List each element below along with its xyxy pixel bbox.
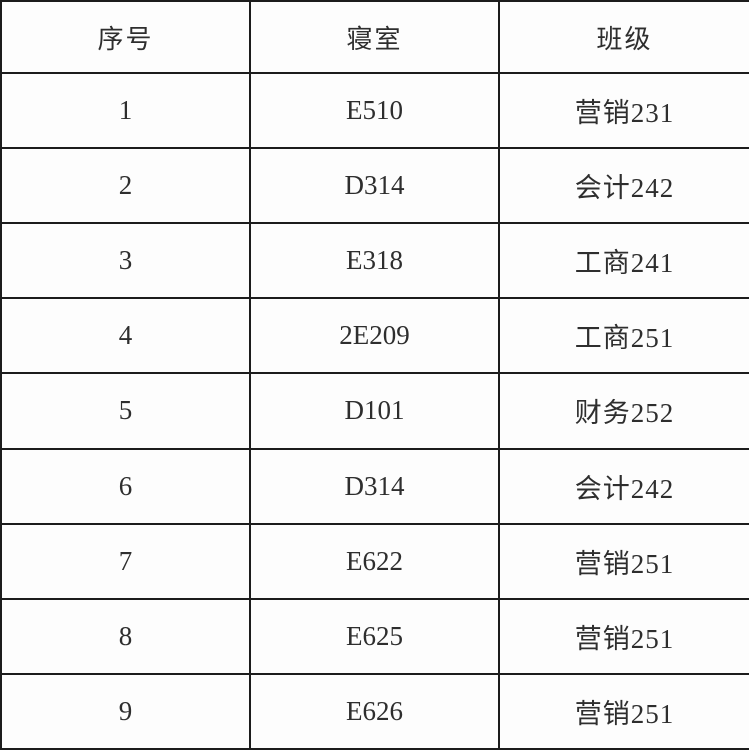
cell-class: 财务252	[498, 372, 749, 450]
table-row: 9 E626 营销251	[0, 672, 749, 750]
header-cell-class: 班级	[498, 0, 749, 74]
cell-dorm: D314	[249, 147, 500, 225]
table-row: 5 D101 财务252	[0, 372, 749, 450]
cell-dorm: E510	[249, 71, 500, 150]
cell-class: 工商251	[498, 297, 749, 375]
cell-class: 营销251	[498, 597, 749, 675]
cell-dorm: E625	[249, 597, 500, 675]
cell-dorm: E622	[249, 522, 500, 600]
cell-index: 6	[0, 447, 251, 525]
header-cell-index: 序号	[0, 0, 251, 74]
table-row: 1 E510 营销231	[0, 71, 749, 150]
cell-index: 7	[0, 522, 251, 600]
cell-index: 4	[0, 297, 251, 375]
cell-index: 8	[0, 597, 251, 675]
cell-class: 营销231	[498, 71, 749, 150]
cell-index: 5	[0, 372, 251, 450]
cell-class: 会计242	[498, 447, 749, 525]
header-row: 序号 寝室 班级	[0, 0, 749, 74]
cell-dorm: D101	[249, 372, 500, 450]
cell-dorm: D314	[249, 447, 500, 525]
table-row: 8 E625 营销251	[0, 597, 749, 675]
cell-class: 会计242	[498, 147, 749, 225]
table-row: 3 E318 工商241	[0, 222, 749, 300]
cell-class: 营销251	[498, 672, 749, 750]
table-row: 4 2E209 工商251	[0, 297, 749, 375]
table-row: 6 D314 会计242	[0, 447, 749, 525]
cell-index: 9	[0, 672, 251, 750]
header-cell-dorm: 寝室	[249, 0, 500, 74]
cell-index: 1	[0, 71, 251, 150]
cell-dorm: 2E209	[249, 297, 500, 375]
table-row: 7 E622 营销251	[0, 522, 749, 600]
table-body: 1 E510 营销231 2 D314 会计242 3 E318 工商241 4…	[0, 71, 749, 750]
cell-dorm: E626	[249, 672, 500, 750]
cell-index: 2	[0, 147, 251, 225]
table-header: 序号 寝室 班级	[0, 0, 749, 74]
cell-dorm: E318	[249, 222, 500, 300]
cell-class: 工商241	[498, 222, 749, 300]
cell-index: 3	[0, 222, 251, 300]
table-row: 2 D314 会计242	[0, 147, 749, 225]
cell-class: 营销251	[498, 522, 749, 600]
